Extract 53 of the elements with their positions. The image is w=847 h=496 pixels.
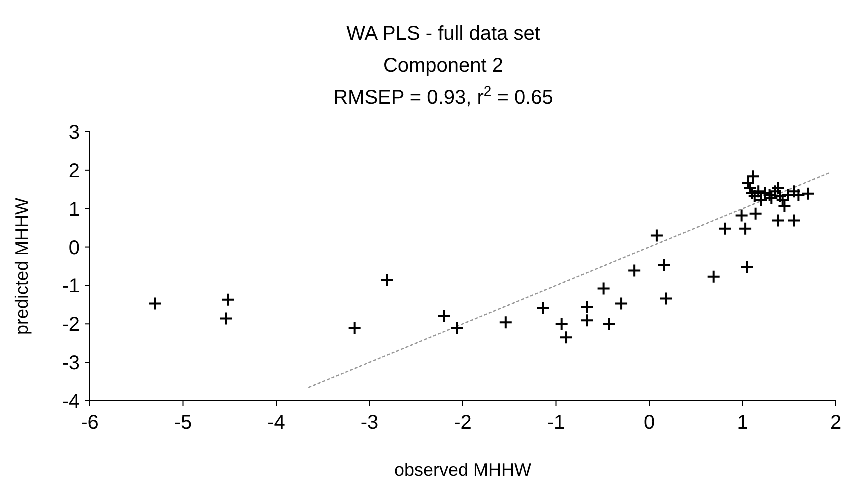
point: [657, 258, 672, 272]
point: [560, 330, 574, 345]
x-tick-label: -2: [454, 412, 472, 434]
point: [771, 181, 786, 196]
y-tick-label: 2: [68, 160, 80, 182]
chart-subtitle: Component 2 RMSEP = 0.93, r$^{2}$ = 0.65: [334, 55, 554, 109]
point: [734, 208, 749, 223]
y-tick-label: -3: [62, 352, 80, 375]
point: [628, 264, 642, 278]
x-axis-title: observed MHHW: [394, 460, 532, 480]
point: [450, 320, 464, 335]
x-tick-label: 1: [737, 412, 748, 434]
y-tick-label: -1: [62, 276, 80, 298]
point: [650, 228, 664, 243]
point: [219, 312, 234, 326]
point: [596, 282, 611, 296]
x-tick-label: -5: [174, 412, 192, 434]
point: [614, 296, 629, 311]
point: [748, 206, 763, 221]
y-tick-label: -4: [62, 391, 80, 413]
point: [148, 296, 162, 311]
point: [348, 320, 362, 335]
x-tick-label: -4: [268, 412, 286, 434]
y-tick-label: 1: [68, 198, 80, 221]
point: [380, 272, 394, 287]
x-tick-label: 2: [830, 412, 842, 434]
y-tick-label: 0: [68, 237, 80, 260]
point: [778, 200, 792, 214]
point: [498, 316, 513, 330]
point: [801, 186, 816, 201]
x-tick-label: -1: [547, 412, 566, 434]
point: [746, 170, 760, 184]
y-tick-label: -2: [62, 314, 80, 336]
point: [554, 317, 569, 332]
point: [580, 314, 594, 328]
point: [706, 270, 721, 284]
point: [580, 300, 594, 314]
point: [437, 309, 452, 324]
point: [771, 214, 786, 228]
point: [718, 222, 732, 236]
point: [221, 292, 236, 307]
point: [787, 214, 802, 228]
y-tick-label: 3: [68, 122, 80, 144]
point: [536, 301, 550, 316]
chart-title: WA PLS - full data set: [346, 23, 541, 45]
x-tick-label: -6: [81, 412, 99, 434]
point: [602, 317, 616, 332]
point: [659, 292, 674, 306]
point: [738, 222, 753, 236]
y-axis-title: predicted MHHW: [12, 198, 32, 336]
x-tick-label: 0: [644, 412, 656, 434]
point: [740, 260, 754, 274]
x-tick-label: -3: [360, 412, 379, 434]
